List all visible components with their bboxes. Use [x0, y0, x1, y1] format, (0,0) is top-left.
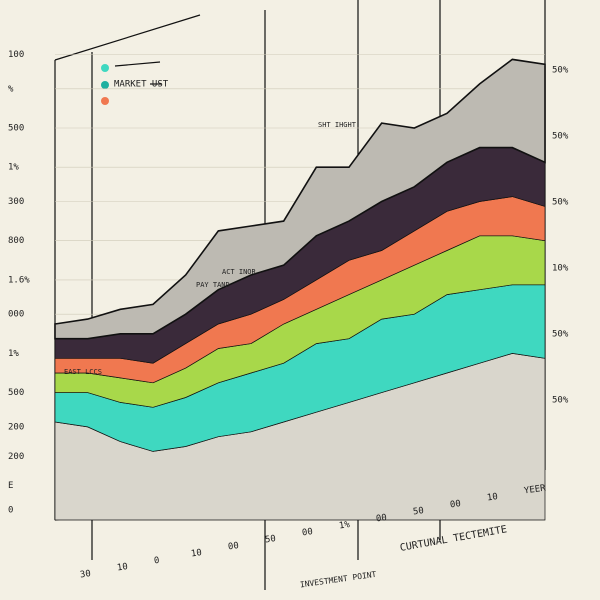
y-tick-label: 800 — [8, 236, 24, 246]
x-tick-label: YEER — [523, 483, 546, 496]
x-tick-label: 10 — [190, 548, 202, 559]
x-tick-label: 30 — [79, 569, 91, 580]
x-tick-label: 00 — [449, 499, 461, 510]
x-tick-label: 00 — [301, 527, 313, 538]
right-label: 50% — [552, 330, 569, 340]
legend-dot — [101, 64, 109, 72]
x-tick-label: 00 — [375, 513, 387, 524]
y-tick-label: 100 — [8, 50, 24, 60]
x-tick-label: 50 — [264, 534, 276, 545]
legend-dot — [101, 97, 109, 105]
annotation: EAST LCCS — [64, 368, 102, 376]
y-tick-label: 000 — [8, 310, 24, 320]
right-label: 50% — [552, 396, 569, 406]
y-tick-label: 1% — [8, 349, 19, 359]
right-label: 50% — [552, 198, 569, 208]
x-axis-label: CURTUNAL TECTEMITE — [399, 524, 508, 554]
legend-label: MARKET UST — [114, 80, 169, 90]
legend-dot — [101, 81, 109, 89]
legend: MARKET UST — [101, 61, 169, 105]
area — [54, 58, 546, 340]
annotation: SHT IHGHT — [318, 121, 357, 129]
x-tick-label: 0 — [153, 556, 160, 567]
y-tick-label: 0 — [8, 506, 13, 516]
x-tick-label: 50 — [412, 506, 424, 517]
right-label: 50% — [552, 66, 569, 76]
y-tick-label: 500 — [8, 124, 24, 134]
x-axis-label: INVESTMENT POINT — [299, 570, 377, 590]
annotation: ACT INOR — [222, 268, 257, 276]
right-label: 10% — [552, 264, 569, 274]
x-tick-label: 10 — [116, 562, 128, 573]
y-tick-label: 1% — [8, 163, 19, 173]
x-tick-label: 00 — [227, 541, 239, 552]
y-tick-label: 200 — [8, 422, 24, 432]
x-tick-label: 10 — [486, 492, 498, 503]
y-tick-label: 500 — [8, 388, 24, 398]
x-tick-label: 1% — [338, 520, 351, 531]
y-tick-label: % — [8, 84, 14, 94]
annotation: PAY TAND — [196, 281, 230, 289]
y-tick-label: 300 — [8, 197, 24, 207]
right-label: 50% — [552, 132, 569, 142]
y-tick-label: 1.6% — [8, 275, 30, 285]
y-tick-label: E — [8, 481, 13, 491]
y-tick-label: 200 — [8, 452, 24, 462]
